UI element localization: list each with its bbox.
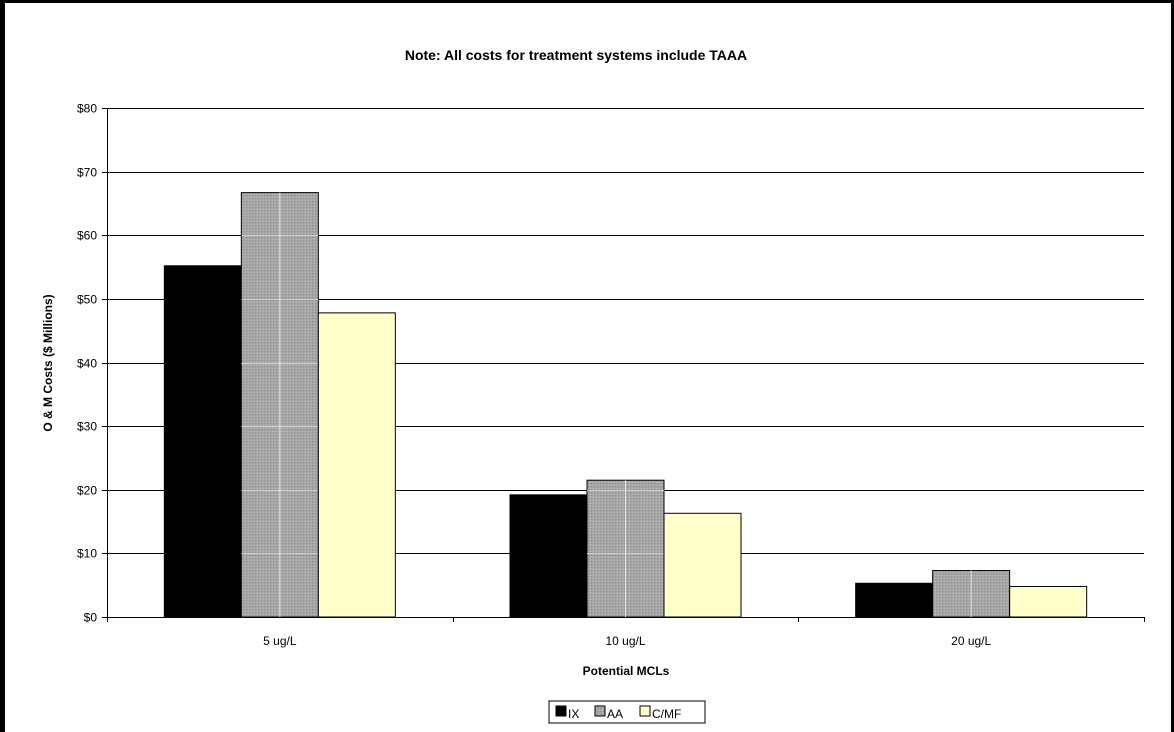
x-tick-label: 10 ug/L bbox=[605, 634, 645, 648]
legend-label-ix: IX bbox=[568, 707, 579, 721]
bar-c-mf bbox=[1009, 585, 1088, 618]
y-tick-label: $50 bbox=[77, 293, 97, 307]
x-tick-label: 5 ug/L bbox=[263, 634, 297, 648]
bar-ix bbox=[163, 265, 242, 618]
bars bbox=[163, 192, 1088, 618]
bar-ix bbox=[855, 582, 934, 618]
legend-label-c-mf: C/MF bbox=[652, 707, 681, 721]
y-axis-label: O & M Costs ($ Millions) bbox=[41, 294, 55, 431]
axes bbox=[102, 108, 1145, 622]
chart-title: Note: All costs for treatment systems in… bbox=[405, 47, 747, 63]
bar-ix bbox=[509, 494, 588, 618]
y-tick-labels: $0 $10 $20 $30 $40 $50 $60 $70 $80 bbox=[77, 102, 97, 625]
y-tick-label: $80 bbox=[77, 102, 97, 116]
legend-swatch-c-mf bbox=[639, 705, 651, 717]
y-tick-label: $0 bbox=[84, 611, 98, 625]
x-tick-label: 20 ug/L bbox=[951, 634, 991, 648]
legend-label-aa: AA bbox=[607, 707, 623, 721]
y-tick-label: $70 bbox=[77, 166, 97, 180]
legend-box bbox=[548, 700, 706, 724]
legend-swatch-aa bbox=[594, 705, 606, 717]
x-axis-label: Potential MCLs bbox=[583, 664, 670, 678]
legend: IX AA C/MF bbox=[548, 700, 706, 724]
bar-c-mf bbox=[317, 312, 396, 618]
y-tick-label: $40 bbox=[77, 357, 97, 371]
bar-c-mf bbox=[663, 512, 742, 618]
y-tick-label: $30 bbox=[77, 420, 97, 434]
x-tick-labels: 5 ug/L 10 ug/L 20 ug/L bbox=[263, 634, 991, 648]
y-tick-label: $20 bbox=[77, 484, 97, 498]
y-tick-label: $60 bbox=[77, 229, 97, 243]
y-tick-label: $10 bbox=[77, 547, 97, 561]
legend-swatch-ix bbox=[555, 705, 567, 717]
